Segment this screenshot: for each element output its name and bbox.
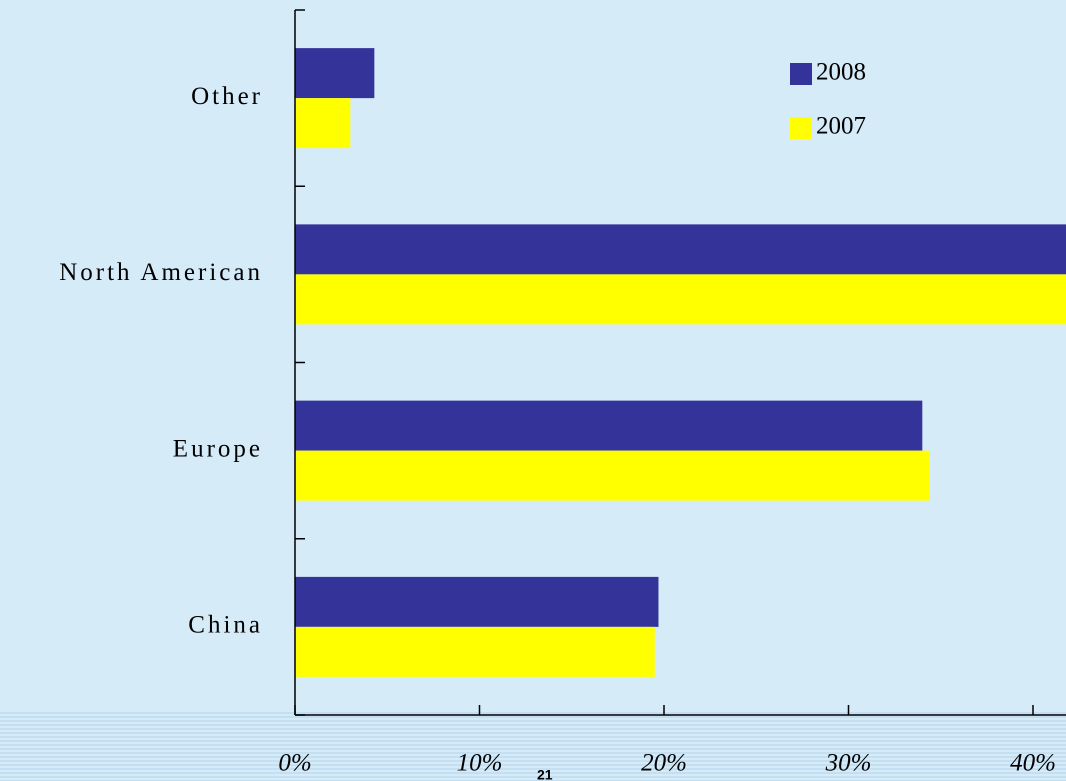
bar bbox=[295, 48, 375, 99]
bar bbox=[295, 224, 1066, 275]
legend-label: 2008 bbox=[816, 59, 866, 86]
bar bbox=[295, 626, 655, 677]
legend-swatch bbox=[790, 63, 812, 85]
category-label: Europe bbox=[173, 435, 263, 462]
bar bbox=[295, 400, 923, 451]
bar bbox=[295, 98, 351, 149]
x-tick-label: 0% bbox=[278, 750, 311, 777]
bar bbox=[295, 274, 1066, 325]
bar bbox=[295, 450, 930, 501]
x-tick-label: 30% bbox=[825, 750, 872, 777]
footer-band bbox=[0, 712, 1066, 781]
legend-label: 2007 bbox=[816, 113, 866, 140]
category-label: China bbox=[188, 612, 263, 639]
category-label: Other bbox=[191, 83, 263, 110]
legend-swatch bbox=[790, 117, 812, 139]
bar bbox=[295, 576, 659, 627]
x-tick-label: 20% bbox=[641, 750, 687, 777]
x-tick-label: 40% bbox=[1010, 750, 1056, 777]
category-label: North American bbox=[59, 259, 263, 286]
x-tick-label: 10% bbox=[457, 750, 503, 777]
page-number: 21 bbox=[537, 767, 553, 781]
